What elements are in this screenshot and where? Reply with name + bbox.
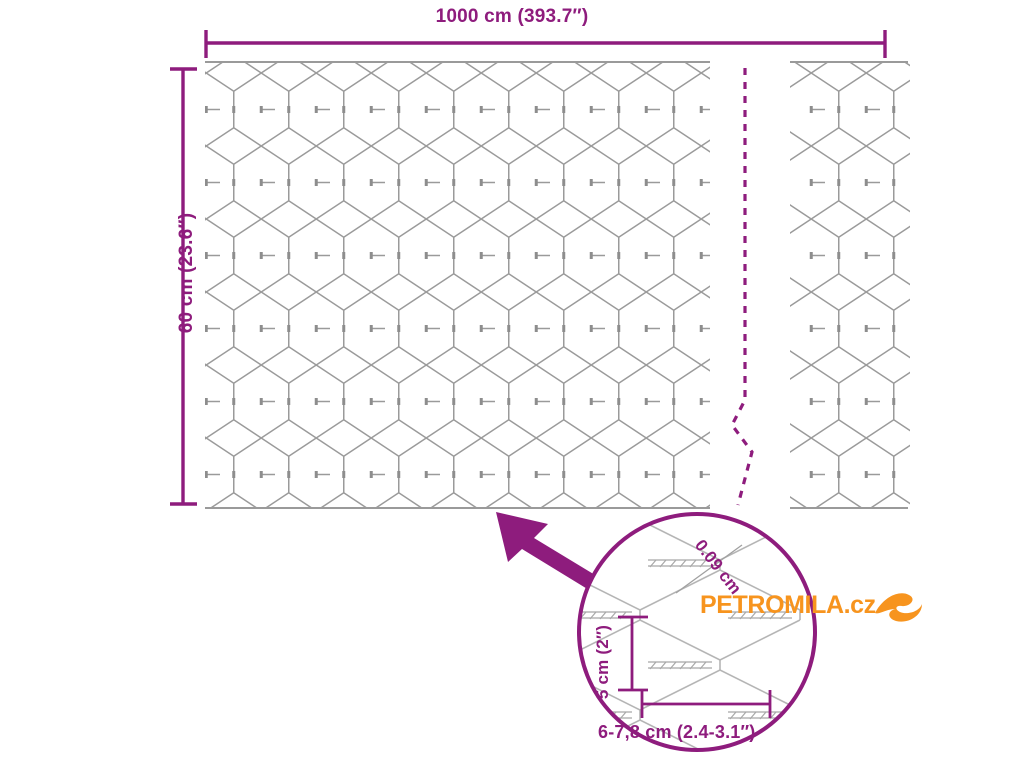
watermark-text: PETROMILA.cz [700,591,876,619]
mesh-panel-main [205,61,710,509]
detail-width-dimension [640,690,772,718]
break-line [730,68,754,506]
width-dimension-line [204,30,887,58]
mesh-width-label: 6-7,8 cm (2.4-3.1″) [598,722,756,742]
detail-circle [577,512,817,752]
detail-pointer-arrow [496,512,600,590]
height-dimension-line [170,67,197,506]
watermark-swoosh-icon [875,593,922,622]
width-dimension-label: 1000 cm (393.7″) [435,6,589,27]
mesh-panel-continuation [790,61,910,509]
height-dimension-label: 60 cm (23.6″) [176,212,197,334]
wire-thickness-leader [675,544,743,594]
mesh-height-label: 5 cm (2″) [593,624,612,700]
